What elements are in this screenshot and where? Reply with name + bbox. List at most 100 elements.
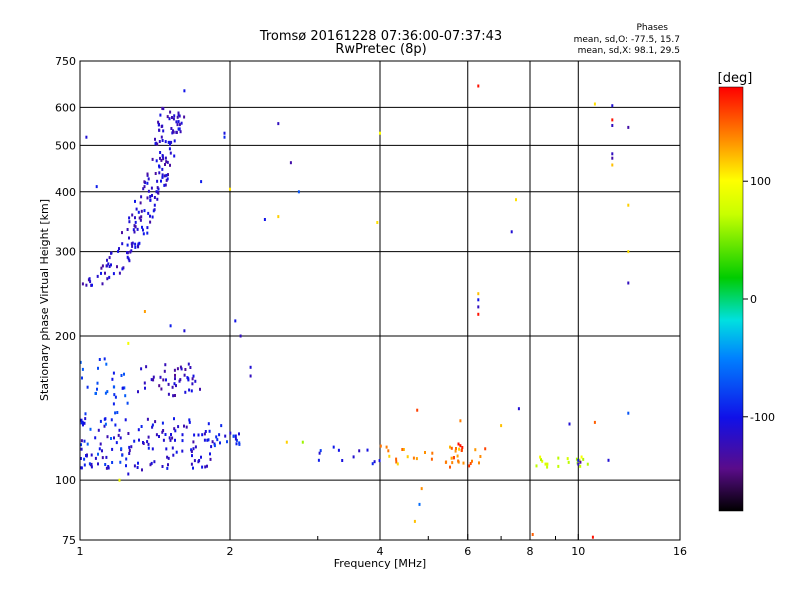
data-point — [174, 373, 176, 377]
data-point — [104, 417, 107, 421]
data-point — [130, 445, 133, 449]
data-point — [188, 418, 191, 422]
data-point — [430, 457, 433, 461]
data-point — [177, 127, 180, 131]
data-point — [156, 142, 159, 146]
data-point — [137, 390, 139, 394]
data-point — [577, 458, 580, 462]
data-point — [155, 433, 158, 437]
data-point — [105, 455, 108, 459]
data-point — [460, 449, 463, 452]
data-point — [164, 183, 167, 187]
data-point — [86, 385, 89, 389]
data-point — [546, 462, 549, 466]
data-point — [127, 341, 130, 345]
data-point — [110, 263, 112, 267]
data-point — [186, 376, 189, 380]
data-point — [138, 216, 141, 220]
data-point — [477, 84, 480, 88]
data-point — [143, 310, 146, 313]
data-point — [183, 424, 185, 428]
data-point — [94, 392, 97, 395]
data-point — [539, 455, 542, 459]
data-point — [238, 441, 241, 445]
data-point — [160, 125, 163, 128]
data-point — [424, 451, 426, 454]
colorbar-label: [deg] — [718, 71, 753, 86]
data-point — [378, 459, 381, 463]
data-point — [173, 417, 175, 421]
data-point — [627, 125, 630, 129]
data-point — [163, 183, 166, 187]
data-point — [127, 257, 130, 261]
data-point — [85, 283, 88, 287]
data-point — [178, 114, 181, 118]
data-point — [81, 282, 84, 286]
data-point — [218, 433, 221, 437]
data-point — [83, 463, 86, 467]
data-point — [154, 137, 156, 141]
data-point — [191, 382, 194, 386]
data-point — [200, 455, 202, 459]
data-point — [209, 452, 211, 456]
data-point — [114, 423, 117, 427]
data-point — [198, 459, 201, 462]
data-point — [203, 432, 206, 436]
data-point — [149, 198, 152, 202]
data-point — [211, 440, 214, 444]
colorbar-ticks: 100 0 -100 — [743, 175, 775, 424]
data-point — [567, 460, 570, 464]
data-point — [416, 408, 419, 412]
data-point — [128, 236, 130, 240]
data-point — [201, 433, 204, 437]
colorbar-tick-label: 100 — [750, 175, 771, 188]
data-point — [138, 241, 141, 245]
data-point — [169, 110, 172, 114]
data-point — [177, 120, 180, 124]
data-point — [197, 433, 200, 437]
data-point — [170, 127, 173, 130]
data-point — [238, 432, 240, 436]
data-point — [183, 115, 186, 119]
x-tick-label: 1 — [77, 545, 84, 558]
data-point — [156, 179, 159, 183]
data-point — [100, 266, 103, 270]
data-point — [159, 113, 162, 117]
data-point — [168, 140, 171, 144]
data-point — [85, 454, 88, 458]
data-point — [188, 420, 191, 424]
data-point — [147, 446, 150, 450]
data-point — [220, 424, 223, 428]
data-point — [449, 465, 451, 469]
data-point — [515, 198, 517, 202]
data-point — [591, 535, 594, 539]
data-point — [449, 445, 451, 449]
data-point — [140, 195, 143, 199]
data-point — [165, 173, 168, 177]
data-point — [131, 244, 134, 248]
stats-heading: Phases — [636, 23, 668, 33]
data-point — [117, 249, 120, 253]
data-point — [140, 215, 143, 219]
data-point — [123, 372, 125, 376]
data-point — [352, 455, 355, 459]
data-point — [135, 207, 138, 211]
data-point — [165, 160, 168, 164]
data-point — [163, 174, 166, 178]
data-point — [167, 392, 170, 396]
data-point — [454, 449, 457, 453]
data-point — [168, 436, 171, 440]
data-point — [106, 258, 108, 262]
data-point — [79, 360, 82, 364]
data-point — [500, 424, 503, 428]
data-point — [171, 436, 174, 440]
data-point — [164, 140, 167, 144]
data-point — [139, 201, 142, 205]
data-point — [82, 423, 84, 427]
data-point — [159, 151, 162, 154]
data-point — [126, 255, 129, 259]
data-point — [80, 443, 82, 447]
data-point — [229, 187, 231, 191]
data-point — [164, 433, 167, 436]
data-point — [111, 377, 114, 381]
